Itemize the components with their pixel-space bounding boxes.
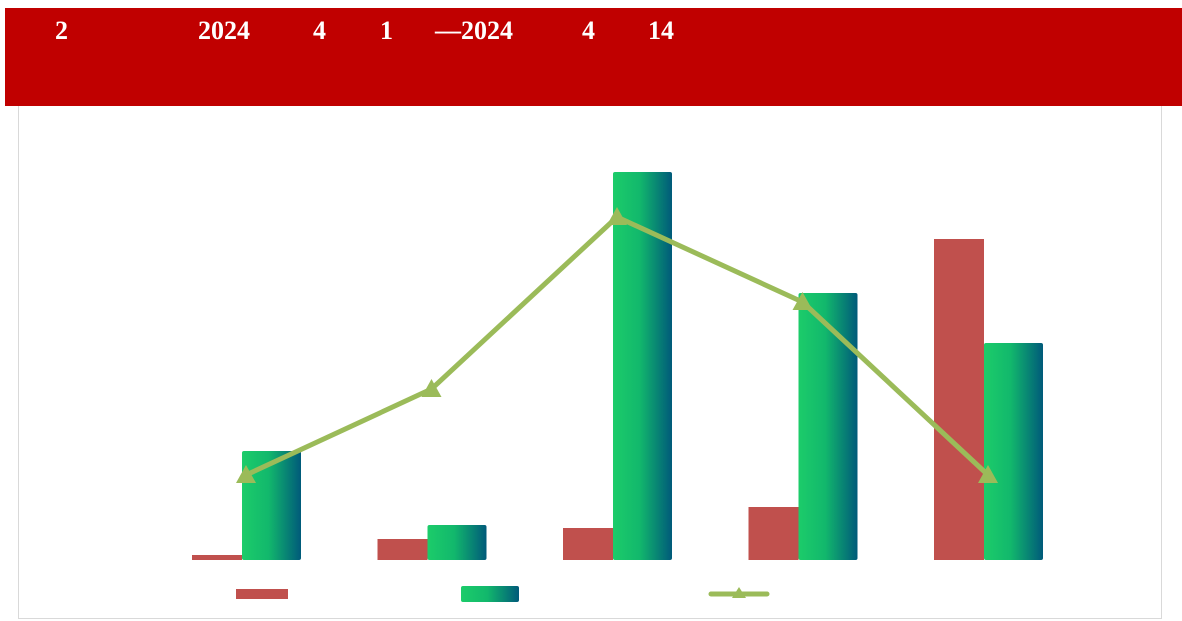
header-text: —2024 — [435, 16, 513, 45]
legend-swatch — [461, 586, 519, 602]
header-text: 1 — [380, 16, 393, 45]
bar — [984, 343, 1043, 560]
bar — [242, 451, 301, 560]
bar — [563, 528, 613, 560]
bar — [613, 172, 672, 560]
bar — [427, 525, 487, 560]
bar — [192, 555, 242, 560]
header-text: 4 — [313, 16, 326, 45]
line-marker — [421, 379, 442, 397]
bar — [748, 507, 799, 560]
header: 2 2024 4 1 —2024 4 14 — [5, 8, 1182, 106]
legend-marker — [732, 587, 746, 598]
header-text: 2024 — [198, 16, 250, 45]
line-marker — [236, 465, 256, 483]
bar — [798, 293, 858, 560]
header-text: 2 — [55, 16, 68, 45]
chart-panel — [18, 106, 1162, 619]
bar — [934, 239, 984, 560]
line-marker — [978, 465, 998, 483]
line-marker — [792, 292, 813, 310]
bar — [377, 539, 428, 560]
header-text: 4 — [582, 16, 595, 45]
header-text: 14 — [648, 16, 674, 45]
legend-swatch — [236, 589, 288, 599]
line-marker — [607, 207, 627, 225]
